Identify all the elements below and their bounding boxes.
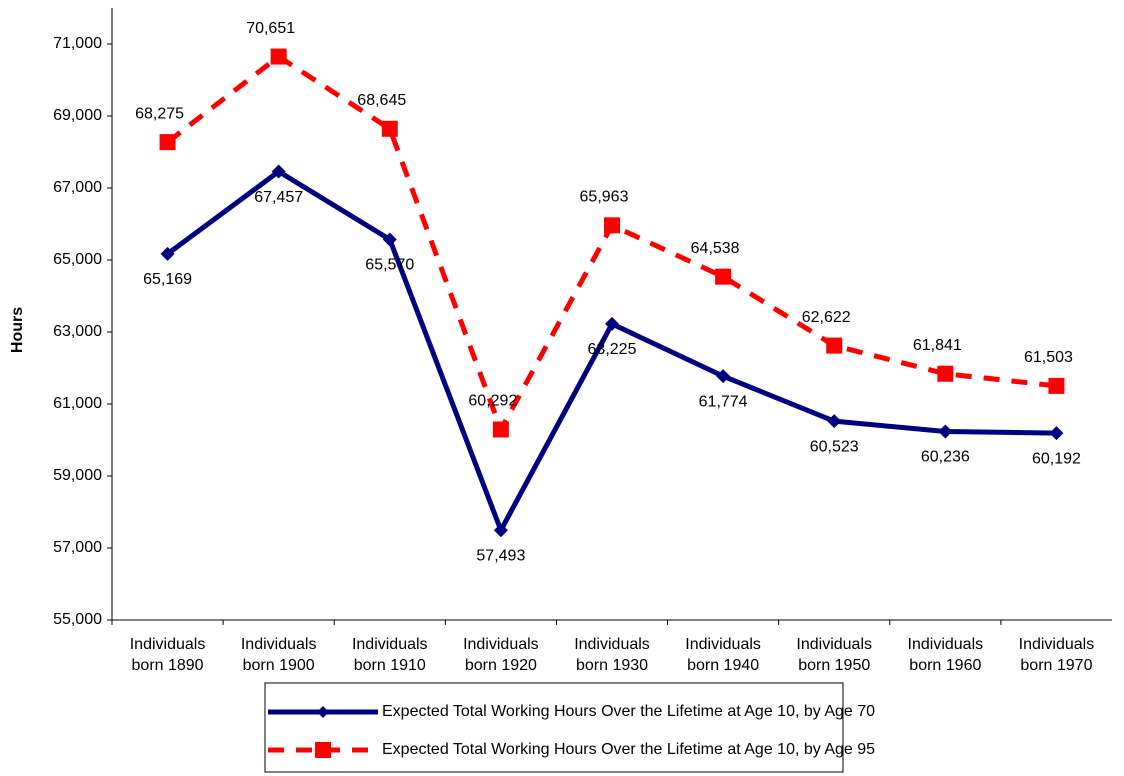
- data-label: 68,275: [135, 105, 184, 122]
- data-label: 61,841: [913, 337, 962, 354]
- data-label: 61,774: [699, 393, 748, 410]
- y-tick-label: 67,000: [53, 179, 102, 196]
- data-label: 62,622: [802, 309, 851, 326]
- marker: [317, 706, 329, 718]
- y-tick-label: 63,000: [53, 323, 102, 340]
- y-tick-label: 65,000: [53, 251, 102, 268]
- series-line: [166, 54, 1057, 432]
- data-label: 60,523: [810, 438, 859, 455]
- data-label: 65,963: [580, 189, 629, 206]
- data-label: 64,538: [691, 240, 740, 257]
- x-tick-label: Individuals born 1920: [463, 636, 539, 674]
- marker: [715, 268, 732, 285]
- data-label: 68,645: [357, 92, 406, 109]
- y-tick-label: 59,000: [53, 467, 102, 484]
- y-tick-label: 69,000: [53, 107, 102, 124]
- data-label: 61,503: [1024, 349, 1073, 366]
- x-tick-label: Individuals born 1910: [351, 636, 428, 674]
- data-label: 70,651: [246, 20, 295, 37]
- y-tick-label: 61,000: [53, 395, 102, 412]
- data-label: 60,192: [1032, 450, 1081, 467]
- x-tick-label: Individuals born 1930: [574, 636, 650, 674]
- x-tick-label: Individuals born 1960: [907, 636, 984, 674]
- marker: [271, 164, 286, 179]
- marker: [270, 48, 287, 65]
- marker: [937, 365, 954, 382]
- marker: [1049, 426, 1064, 441]
- data-label: 57,493: [476, 547, 525, 564]
- marker: [492, 421, 509, 438]
- y-tick-label: 71,000: [53, 35, 102, 52]
- x-tick-label: Individuals born 1940: [685, 636, 761, 674]
- y-tick-label: 57,000: [53, 539, 102, 556]
- x-tick-label: Individuals born 1890: [129, 636, 206, 674]
- marker: [827, 414, 842, 429]
- data-label: 63,225: [588, 341, 637, 358]
- marker: [160, 246, 175, 261]
- legend-label: Expected Total Working Hours Over the Li…: [382, 741, 875, 758]
- x-tick-label: Individuals born 1950: [796, 636, 873, 674]
- marker: [716, 369, 731, 384]
- marker: [381, 120, 398, 137]
- legend-box: [264, 682, 844, 773]
- marker: [604, 217, 620, 234]
- y-tick-label: 55,000: [53, 611, 102, 628]
- data-label: 65,169: [143, 271, 192, 288]
- marker: [159, 134, 176, 151]
- marker: [826, 337, 843, 354]
- marker: [315, 742, 331, 758]
- x-tick-label: Individuals born 1900: [240, 636, 317, 674]
- data-label: 60,236: [921, 449, 970, 466]
- data-label: 65,570: [365, 257, 414, 274]
- marker: [605, 316, 619, 331]
- marker: [382, 232, 397, 247]
- data-label: 60,292: [468, 393, 517, 410]
- marker: [938, 424, 953, 439]
- data-label: 67,457: [254, 189, 303, 206]
- marker: [493, 523, 508, 538]
- x-tick-label: Individuals born 1970: [1018, 636, 1095, 674]
- marker: [1048, 377, 1065, 394]
- y-axis-label: Hours: [9, 307, 26, 353]
- legend-label: Expected Total Working Hours Over the Li…: [382, 703, 875, 720]
